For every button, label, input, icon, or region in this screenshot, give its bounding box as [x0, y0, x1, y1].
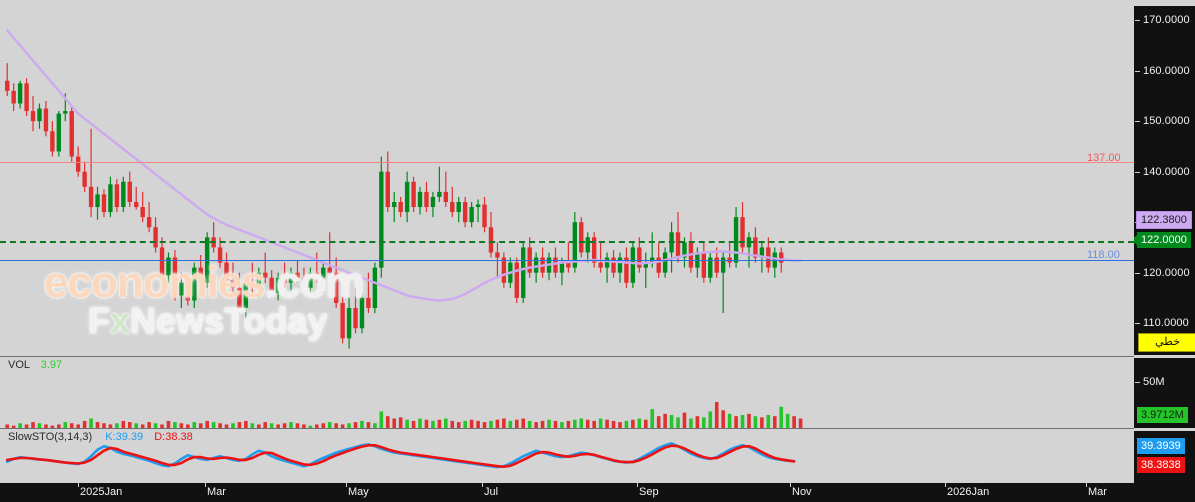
x-tick-mark	[482, 483, 483, 487]
x-tick-mark	[346, 483, 347, 487]
stoch-legend-name: SlowSTO(3,14,3)	[8, 431, 93, 443]
volume-tick-label: 50M	[1143, 376, 1165, 388]
resistance-line	[0, 162, 1134, 163]
x-tick-label: 2025Jan	[80, 486, 123, 498]
stoch-d-legend: D:38.38	[154, 431, 193, 443]
volume-panel[interactable]	[0, 357, 1134, 428]
stoch-k-value-badge: 39.3939	[1137, 438, 1185, 454]
volume-legend-value: 3.97	[40, 359, 63, 371]
x-axis[interactable]: 2025Jan Mar May Jul Sep Nov 2026Jan Mar	[0, 483, 1134, 502]
scale-tick-mark	[1135, 71, 1140, 72]
scale-tick-label: 110.0000	[1143, 317, 1189, 329]
scale-tick-mark	[1135, 172, 1140, 173]
stochastic-legend: SlowSTO(3,14,3) K:39.39 D:38.38	[8, 431, 193, 443]
volume-legend-name: VOL	[8, 359, 30, 371]
stoch-k-legend: K:39.39	[105, 431, 144, 443]
x-tick-mark	[790, 483, 791, 487]
support-label: 118.00	[1087, 249, 1120, 261]
support-line	[0, 260, 1134, 261]
stoch-d-value-badge: 38.3838	[1137, 457, 1185, 473]
separator-volume-stoch	[0, 428, 1134, 429]
x-tick-label: 2026Jan	[947, 486, 990, 498]
scale-tick-label: 150.0000	[1143, 115, 1190, 127]
x-tick-label: Jul	[484, 486, 499, 498]
stochastic-panel[interactable]	[0, 429, 1134, 482]
scale-tick-mark	[1135, 323, 1140, 324]
scale-gap-top	[1134, 0, 1195, 6]
moving-average-value-badge: 122.3800	[1136, 211, 1192, 229]
volume-value-badge: 3.9712M	[1137, 407, 1188, 423]
scale-tick-label: 140.0000	[1143, 166, 1190, 178]
scale-tick-label: 160.0000	[1143, 65, 1190, 77]
volume-bars	[5, 401, 803, 428]
resistance-label: 137.00	[1087, 152, 1121, 164]
x-tick-label: Mar	[1088, 486, 1107, 498]
price-panel[interactable]	[0, 0, 1134, 356]
stochastic-lines	[5, 442, 796, 469]
scale-gap-mid2	[1134, 428, 1195, 431]
scale-mode-button[interactable]: خطي	[1138, 333, 1195, 352]
scale-tick-label: 120.0000	[1143, 267, 1190, 279]
x-tick-label: May	[348, 486, 369, 498]
scale-tick-mark	[1135, 273, 1140, 274]
last-price-badge: 122.0000	[1131, 232, 1191, 248]
x-tick-label: Sep	[639, 486, 659, 498]
x-tick-mark	[78, 483, 79, 487]
x-tick-mark	[205, 483, 206, 487]
scale-gap-mid1	[1134, 355, 1195, 358]
scale-tick-mark	[1135, 20, 1140, 21]
x-tick-mark	[1086, 483, 1087, 487]
scale-tick-mark	[1135, 121, 1140, 122]
x-tick-label: Nov	[792, 486, 812, 498]
volume-tick-mark	[1135, 382, 1140, 383]
separator-price-volume	[0, 356, 1134, 357]
scale-tick-label: 170.0000	[1143, 14, 1190, 26]
x-tick-label: Mar	[207, 486, 226, 498]
x-tick-mark	[637, 483, 638, 487]
x-tick-mark	[945, 483, 946, 487]
price-candles	[5, 29, 802, 349]
price-scale[interactable]: 170.0000160.0000150.0000140.0000130.0000…	[1131, 0, 1195, 502]
last-close-dashed-line	[0, 241, 1134, 243]
volume-legend: VOL 3.97	[8, 359, 62, 371]
